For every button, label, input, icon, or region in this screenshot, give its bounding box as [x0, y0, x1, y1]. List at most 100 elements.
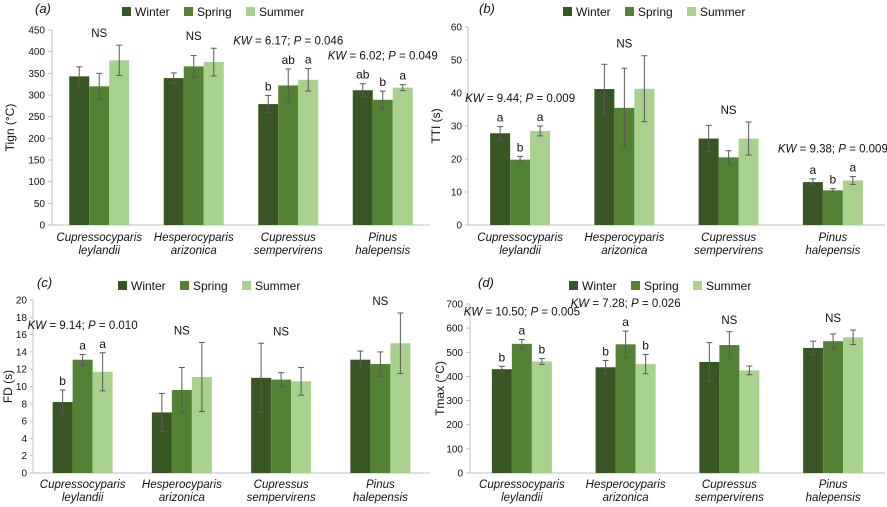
stat-annotation: NS	[372, 296, 388, 308]
legend-swatch-winter	[563, 7, 572, 16]
stat-annotation: KW = 7.28; P = 0.026	[571, 298, 681, 310]
stat-annotation: KW = 6.17; P = 0.046	[233, 36, 343, 48]
panel-label: (a)	[35, 1, 51, 16]
y-tick-label: 250	[28, 112, 45, 123]
stat-part: KW	[28, 320, 48, 332]
y-tick-label: 18	[16, 313, 28, 324]
stat-part: P	[531, 306, 539, 318]
x-tick-label: sempervirens	[694, 245, 763, 257]
bar-summer-3	[843, 337, 864, 473]
y-axis-title: TTI (s)	[429, 108, 443, 143]
y-tick-label: 100	[446, 444, 463, 455]
significance-letter: a	[519, 323, 526, 337]
y-tick-label: 8	[21, 399, 27, 410]
bar-winter-3	[350, 359, 371, 473]
x-tick-label: arizonica	[159, 492, 205, 504]
bar-spring-3	[370, 364, 391, 473]
legend-label-summer: Summer	[700, 5, 745, 19]
legend-swatch-winter	[118, 281, 127, 290]
significance-letter: a	[79, 338, 86, 352]
stat-part: = 0.009	[846, 143, 887, 155]
x-tick-label: leylandii	[499, 245, 541, 257]
legend-swatch-winter	[569, 281, 578, 290]
stat-part: P	[631, 298, 639, 310]
significance-letter: ab	[356, 68, 370, 82]
legend-swatch-spring	[631, 281, 640, 290]
significance-letter: b	[265, 79, 272, 93]
significance-letter: b	[602, 344, 609, 358]
bar-summer-3	[842, 180, 863, 225]
x-tick-label: halepensis	[353, 492, 408, 504]
legend-swatch-summer	[687, 7, 696, 16]
stat-annotation: KW = 9.38; P = 0.009	[778, 143, 887, 155]
significance-letter: a	[497, 111, 504, 125]
bar-winter-2	[698, 138, 719, 225]
significance-letter: b	[517, 140, 524, 154]
stat-annotation: NS	[174, 325, 190, 337]
y-tick-label: 300	[28, 91, 45, 102]
bar-summer-0	[92, 371, 113, 473]
legend-label-summer: Summer	[255, 279, 300, 293]
bar-summer-1	[191, 376, 212, 473]
stat-part: NS	[825, 313, 841, 325]
x-tick-label: leylandii	[78, 245, 120, 257]
stat-part: = 9.38;	[796, 143, 838, 155]
bar-winter-1	[151, 412, 172, 473]
bar-spring-2	[271, 379, 292, 473]
legend-label-winter: Winter	[135, 5, 170, 19]
x-tick-label: Hesperocyparis	[586, 479, 666, 491]
bar-winter-1	[594, 89, 615, 225]
bar-spring-2	[719, 345, 740, 473]
chart-panel-c: (c) Winter Spring Summer 0 2 4 6 8 10 12 14 16 18 20 FD…	[1, 275, 430, 504]
y-tick-label: 60	[451, 23, 463, 34]
x-tick-label: Pinus	[818, 232, 847, 244]
stat-part: = 0.026	[639, 298, 681, 310]
stat-annotation: NS	[273, 326, 289, 338]
stat-part: = 0.009	[533, 93, 575, 105]
stat-part: KW	[571, 298, 591, 310]
y-tick-label: 30	[451, 122, 463, 133]
y-axis-title: FD (s)	[1, 370, 15, 403]
stat-part: KW	[464, 306, 484, 318]
y-tick-label: 350	[28, 69, 45, 80]
x-tick-label: leylandii	[62, 492, 104, 504]
chart-panel-a: (a) Winter Spring Summer 0 50 100 150 200 250 300 3…	[3, 1, 438, 257]
bar-spring-1	[615, 344, 636, 473]
legend-swatch-summer	[242, 281, 251, 290]
y-axis-title: Tmax (°C)	[433, 361, 447, 416]
bar-spring-0	[511, 343, 532, 473]
x-tick-label: arizonica	[171, 245, 217, 257]
stat-part: = 7.28;	[589, 298, 631, 310]
bar-winter-3	[352, 90, 373, 225]
x-tick-label: Cupressocyparis	[479, 479, 565, 491]
y-tick-label: 400	[28, 47, 45, 58]
y-tick-label: 2	[21, 451, 27, 462]
stat-annotation: NS	[91, 28, 107, 40]
stat-part: = 0.005	[538, 306, 580, 318]
x-tick-label: Hesperocyparis	[142, 479, 222, 491]
legend-label-spring: Spring	[644, 279, 679, 293]
legend-swatch-spring	[180, 281, 189, 290]
significance-letter: a	[399, 69, 406, 83]
bar-spring-0	[510, 159, 531, 225]
legend-label-winter: Winter	[131, 279, 166, 293]
bar-summer-2	[739, 370, 760, 473]
y-tick-label: 600	[446, 324, 463, 335]
bar-summer-0	[109, 60, 130, 226]
stat-part: = 0.046	[301, 36, 343, 48]
x-tick-label: Pinus	[368, 232, 397, 244]
bar-spring-1	[614, 107, 635, 225]
stat-annotation: NS	[186, 31, 202, 43]
y-tick-label: 200	[446, 420, 463, 431]
x-tick-label: halepensis	[806, 492, 861, 504]
legend-label-spring: Spring	[193, 279, 228, 293]
y-tick-label: 6	[21, 417, 27, 428]
legend-label-summer: Summer	[259, 5, 304, 19]
y-tick-label: 100	[28, 177, 45, 188]
stat-part: = 0.010	[96, 320, 138, 332]
significance-letter: b	[642, 338, 649, 352]
legend-swatch-winter	[122, 7, 131, 16]
stat-annotation: KW = 9.14; P = 0.010	[28, 320, 138, 332]
x-tick-label: halepensis	[355, 245, 410, 257]
